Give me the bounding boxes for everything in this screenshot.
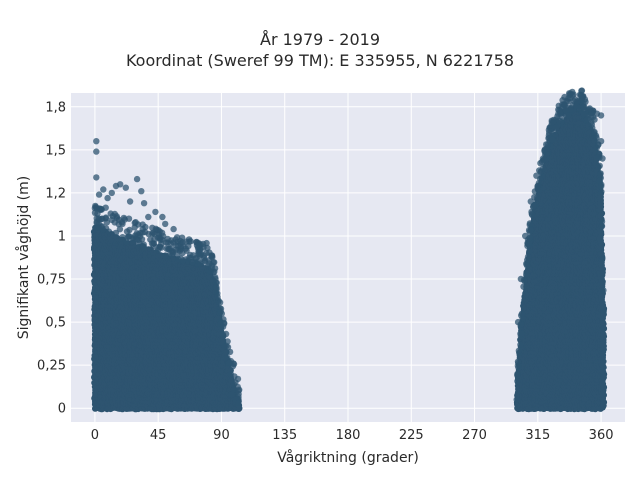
chart-title-line-1: År 1979 - 2019 <box>260 30 380 49</box>
chart-title-line-2: Koordinat (Sweref 99 TM): E 335955, N 62… <box>125 51 515 70</box>
data-points <box>90 87 608 413</box>
